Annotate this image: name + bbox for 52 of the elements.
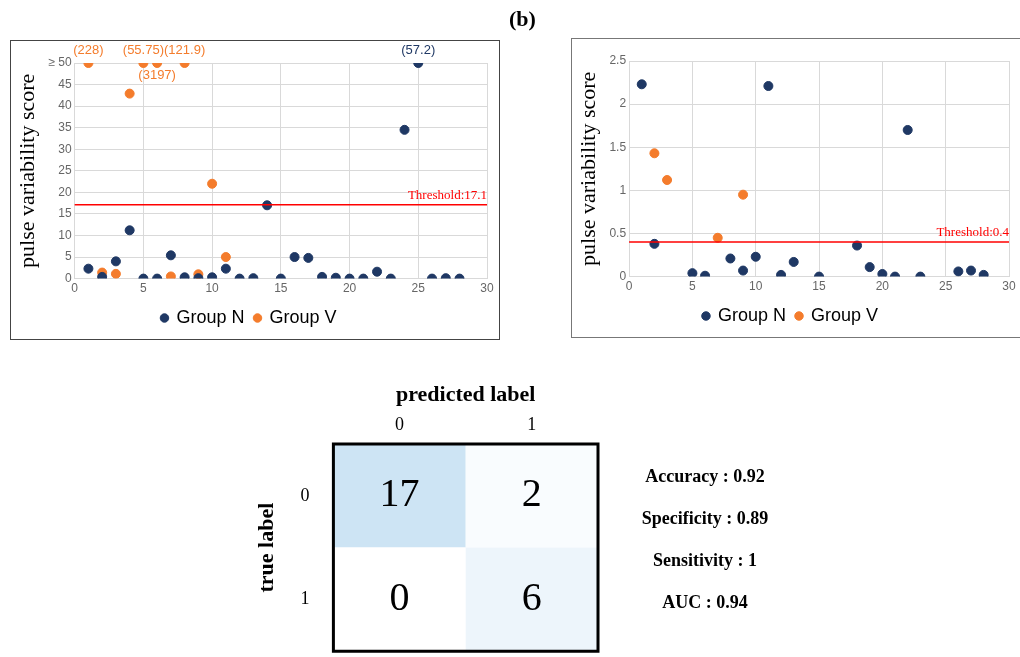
y-tick-label: 10 — [58, 227, 72, 242]
x-tick-label: 5 — [689, 279, 697, 294]
y-tick-label: ≥ 50 — [48, 55, 72, 70]
ref-line-label: Threshold:17.1 — [407, 186, 487, 202]
y-tick-label: 2 — [619, 96, 627, 111]
y-tick-label: 35 — [58, 119, 72, 134]
x-tick-label: 25 — [411, 281, 426, 296]
legend-label: Group V — [269, 306, 337, 327]
legend-label: Group V — [811, 304, 879, 325]
text: Accuracy : 0.92 — [644, 466, 766, 488]
y-tick-label: 30 — [58, 141, 72, 156]
y-tick-label: 1.5 — [609, 139, 627, 154]
legend-label: Group N — [176, 306, 245, 327]
y-tick-label: 20 — [58, 184, 72, 199]
y-axis-title: pulse variability score — [574, 71, 600, 266]
annotation: (55.75) — [122, 42, 164, 58]
x-axis-title: predicted label — [395, 380, 536, 406]
y-tick-label: 45 — [58, 76, 72, 91]
y-tick-label: 40 — [58, 98, 72, 113]
x-tick-label: 30 — [1002, 279, 1016, 294]
y-tick-label: 5 — [64, 249, 72, 264]
data-label: 0 — [389, 573, 410, 619]
text: AUC : 0.94 — [661, 592, 749, 614]
x-tick-label: 5 — [140, 281, 148, 296]
y-tick-label: 25 — [58, 163, 72, 178]
chart-title: (b) — [508, 6, 537, 33]
x-tick-label: 20 — [875, 279, 890, 294]
annotation: (3197) — [138, 67, 176, 83]
annotation: (121.9) — [164, 42, 206, 58]
text: Specificity : 0.89 — [640, 508, 770, 530]
x-tick-label: 10 — [749, 279, 763, 294]
annotation: (228) — [73, 42, 104, 58]
annotation: (57.2) — [401, 42, 436, 58]
x-tick-label: 15 — [274, 281, 288, 296]
x-tick-label: 20 — [342, 281, 357, 296]
legend-label: Group N — [717, 304, 786, 325]
y-axis-title: pulse variability score — [13, 73, 39, 268]
ref-line-label: Threshold:0.4 — [936, 224, 1010, 240]
data-label: 2 — [521, 470, 542, 516]
y-tick-label: 2.5 — [609, 53, 627, 68]
y-axis-title: true label — [252, 502, 278, 593]
y-tick-label: 0.5 — [609, 225, 627, 240]
y-tick-label: 15 — [58, 206, 72, 221]
x-tick-label: 30 — [480, 281, 494, 296]
x-tick-label: 10 — [205, 281, 220, 296]
y-tick-label: 1 — [619, 182, 627, 197]
data-label: 17 — [379, 470, 420, 516]
x-tick-label: 25 — [939, 279, 953, 294]
x-tick-label: 15 — [812, 279, 827, 294]
text: Sensitivity : 1 — [652, 550, 758, 572]
data-label: 6 — [521, 573, 542, 619]
y-tick-label: 0 — [619, 268, 627, 283]
